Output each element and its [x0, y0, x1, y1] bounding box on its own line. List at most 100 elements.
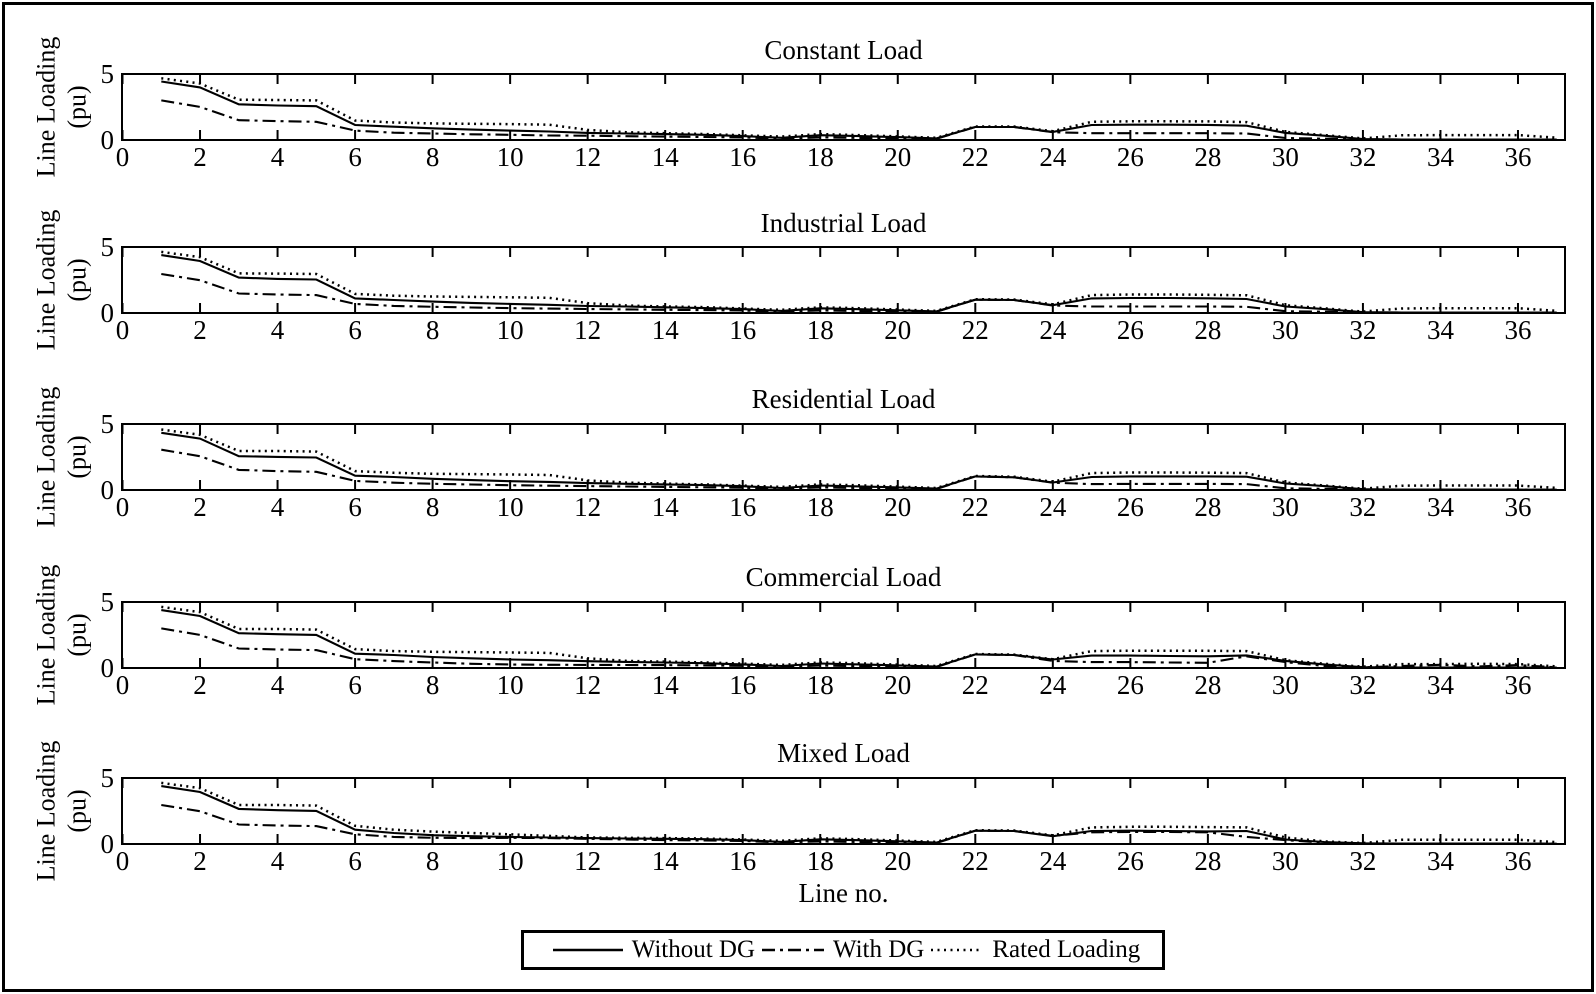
- y-axis-label-line2: (pu): [62, 789, 92, 833]
- plot-constant-load: Line Loading (pu) 5 0 0 2 4 6 8 10 12 14 16 18 20 2…: [0, 37, 1596, 177]
- x-tick-label-6: 6: [348, 492, 362, 522]
- x-tick-label-32: 32: [1349, 846, 1377, 876]
- x-tick-label-14: 14: [651, 670, 679, 700]
- x-tick-label-20: 20: [884, 492, 912, 522]
- x-tick-label-36: 36: [1504, 492, 1532, 522]
- panel-title-industrial-load: Industrial Load: [760, 208, 927, 238]
- x-tick-label-26: 26: [1116, 315, 1144, 345]
- x-tick-label-16: 16: [729, 846, 757, 876]
- x-tick-label-34: 34: [1426, 492, 1454, 522]
- x-tick-label-0: 0: [115, 315, 130, 345]
- x-tick-label-22: 22: [961, 142, 989, 172]
- x-tick-label-36: 36: [1504, 142, 1532, 172]
- x-tick-label-6: 6: [348, 670, 362, 700]
- panel-title-commercial-load: Commercial Load: [745, 562, 942, 592]
- x-tick-label-0: 0: [115, 670, 130, 700]
- x-tick-label-14: 14: [651, 315, 679, 345]
- x-tick-label-28: 28: [1194, 315, 1222, 345]
- y-tick-5: 5: [100, 232, 115, 262]
- x-tick-label-20: 20: [884, 315, 912, 345]
- x-tick-label-16: 16: [729, 670, 757, 700]
- x-tick-label-28: 28: [1194, 846, 1222, 876]
- x-tick-label-30: 30: [1271, 142, 1299, 172]
- x-tick-label-12: 12: [574, 492, 602, 522]
- plot-mixed-load: Line Loading (pu) 5 0 0 2 4 6 8 10 12 14 16 18 20 2…: [0, 741, 1596, 881]
- x-tick-label-24: 24: [1039, 315, 1067, 345]
- x-tick-label-30: 30: [1271, 492, 1299, 522]
- y-tick-5: 5: [100, 587, 115, 617]
- x-tick-label-12: 12: [574, 846, 602, 876]
- y-axis-label-line1: Line Loading: [31, 740, 61, 882]
- x-tick-label-8: 8: [425, 492, 440, 522]
- x-tick-label-10: 10: [496, 315, 524, 345]
- x-tick-label-28: 28: [1194, 142, 1222, 172]
- x-tick-label-32: 32: [1349, 315, 1377, 345]
- x-tick-label-20: 20: [884, 670, 912, 700]
- panel-plot-svg: [121, 423, 1566, 491]
- x-tick-label-0: 0: [115, 492, 130, 522]
- x-tick-label-10: 10: [496, 492, 524, 522]
- x-tick-label-14: 14: [651, 846, 679, 876]
- plot-industrial-load: Line Loading (pu) 5 0 0 2 4 6 8 10 12 14 16 18 20 2…: [0, 210, 1596, 350]
- x-tick-label-20: 20: [884, 846, 912, 876]
- x-tick-label-22: 22: [961, 846, 989, 876]
- x-tick-label-14: 14: [651, 142, 679, 172]
- y-axis-label-line1: Line Loading: [31, 386, 61, 528]
- x-tick-labels: 0 2 4 6 8 10 12 14 16 18 20 22 24 26 28 30 32 34 36: [116, 315, 1566, 346]
- x-tick-label-10: 10: [496, 142, 524, 172]
- x-tick-label-6: 6: [348, 142, 362, 172]
- y-tick-5: 5: [100, 409, 115, 439]
- x-tick-labels: 0 2 4 6 8 10 12 14 16 18 20 22 24 26 28 30 32 34 36: [116, 670, 1566, 701]
- x-tick-label-22: 22: [961, 315, 989, 345]
- x-tick-label-24: 24: [1039, 492, 1067, 522]
- x-tick-label-2: 2: [193, 315, 207, 345]
- x-tick-label-6: 6: [348, 315, 362, 345]
- legend-label-with-dg: With DG: [833, 936, 925, 963]
- panel-plot-svg: [121, 73, 1566, 141]
- legend-solid-line-sample: [552, 948, 623, 952]
- x-tick-label-4: 4: [270, 142, 285, 172]
- x-tick-label-22: 22: [961, 492, 989, 522]
- x-tick-label-4: 4: [270, 670, 285, 700]
- x-tick-label-0: 0: [115, 142, 130, 172]
- y-tick-0: 0: [100, 475, 115, 505]
- x-tick-label-32: 32: [1349, 492, 1377, 522]
- x-tick-label-26: 26: [1116, 492, 1144, 522]
- x-tick-labels: 0 2 4 6 8 10 12 14 16 18 20 22 24 26 28 30 32 34 36: [116, 492, 1566, 523]
- panel-title-constant-load: Constant Load: [764, 35, 923, 65]
- x-tick-label-4: 4: [270, 492, 285, 522]
- x-tick-label-36: 36: [1504, 846, 1532, 876]
- x-tick-label-2: 2: [193, 492, 207, 522]
- x-tick-label-32: 32: [1349, 670, 1377, 700]
- x-tick-label-0: 0: [115, 846, 130, 876]
- x-tick-label-8: 8: [425, 846, 440, 876]
- y-axis-label-line1: Line Loading: [31, 564, 61, 706]
- x-tick-label-20: 20: [884, 142, 912, 172]
- x-tick-label-18: 18: [806, 315, 834, 345]
- x-tick-label-36: 36: [1504, 315, 1532, 345]
- x-tick-label-16: 16: [729, 492, 757, 522]
- plot-residential-load: Line Loading (pu) 5 0 0 2 4 6 8 10 12 14 16 18 20 2…: [0, 387, 1596, 527]
- panel-plot-svg: [121, 246, 1566, 314]
- x-tick-label-14: 14: [651, 492, 679, 522]
- x-tick-label-16: 16: [729, 142, 757, 172]
- x-tick-label-30: 30: [1271, 315, 1299, 345]
- y-axis-label-line2: (pu): [62, 613, 92, 657]
- x-tick-label-28: 28: [1194, 670, 1222, 700]
- legend-label-rated-loading: Rated Loading: [992, 936, 1141, 963]
- panel-plot-svg: [121, 777, 1566, 845]
- x-tick-label-22: 22: [961, 670, 989, 700]
- x-tick-label-24: 24: [1039, 142, 1067, 172]
- x-tick-label-18: 18: [806, 142, 834, 172]
- legend-dotted-line-sample: [931, 948, 984, 952]
- y-axis-label-line2: (pu): [62, 435, 92, 479]
- x-tick-label-2: 2: [193, 142, 207, 172]
- x-tick-label-4: 4: [270, 846, 285, 876]
- y-tick-5: 5: [100, 763, 115, 793]
- x-tick-label-24: 24: [1039, 670, 1067, 700]
- x-tick-label-12: 12: [574, 142, 602, 172]
- x-tick-label-8: 8: [425, 142, 440, 172]
- legend-box: Without DG With DG Rated Loading: [521, 930, 1165, 970]
- x-tick-label-10: 10: [496, 846, 524, 876]
